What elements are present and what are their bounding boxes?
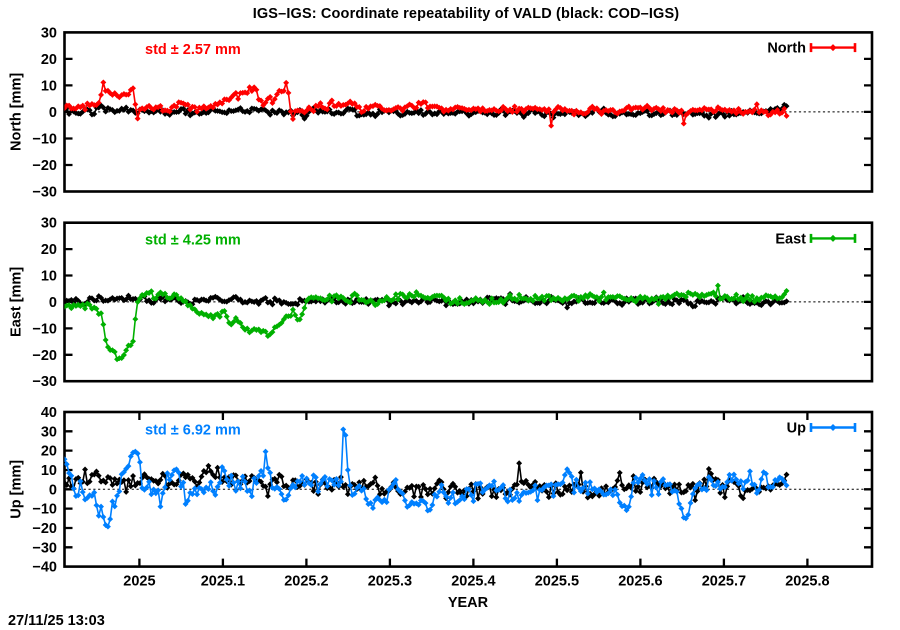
svg-text:2025.4: 2025.4	[451, 574, 495, 590]
svg-text:30: 30	[41, 25, 57, 41]
svg-text:27/11/25 13:03: 27/11/25 13:03	[8, 613, 105, 629]
svg-text:10: 10	[41, 269, 57, 285]
svg-text:−20: −20	[32, 521, 57, 537]
svg-text:East [mm]: East [mm]	[9, 267, 25, 337]
svg-text:2025.7: 2025.7	[702, 574, 746, 590]
svg-text:30: 30	[41, 216, 57, 232]
svg-text:0: 0	[49, 105, 57, 121]
svg-text:Up [mm]: Up [mm]	[9, 460, 25, 519]
svg-text:2025.5: 2025.5	[535, 574, 579, 590]
svg-text:2025.1: 2025.1	[201, 574, 245, 590]
svg-text:0: 0	[49, 295, 57, 311]
svg-text:std ± 2.57 mm: std ± 2.57 mm	[145, 42, 241, 58]
svg-text:North: North	[767, 41, 806, 57]
svg-text:IGS–IGS: Coordinate repeatabil: IGS–IGS: Coordinate repeatability of VAL…	[253, 6, 680, 22]
svg-text:−40: −40	[32, 560, 57, 576]
svg-text:20: 20	[41, 444, 57, 460]
svg-text:std ± 4.25 mm: std ± 4.25 mm	[145, 233, 241, 249]
svg-text:−30: −30	[32, 374, 57, 390]
svg-text:2025.2: 2025.2	[284, 574, 328, 590]
svg-text:−20: −20	[32, 348, 57, 364]
svg-text:20: 20	[41, 52, 57, 68]
svg-text:North [mm]: North [mm]	[9, 73, 25, 151]
svg-text:0: 0	[49, 482, 57, 498]
svg-text:10: 10	[41, 78, 57, 94]
svg-text:20: 20	[41, 242, 57, 258]
svg-text:−10: −10	[32, 502, 57, 518]
svg-text:−10: −10	[32, 321, 57, 337]
svg-text:−20: −20	[32, 158, 57, 174]
svg-text:2025.3: 2025.3	[368, 574, 412, 590]
svg-text:YEAR: YEAR	[448, 595, 489, 611]
svg-text:−10: −10	[32, 132, 57, 148]
svg-text:40: 40	[41, 405, 57, 421]
svg-text:30: 30	[41, 424, 57, 440]
svg-text:−30: −30	[32, 185, 57, 201]
svg-text:2025.6: 2025.6	[618, 574, 662, 590]
svg-text:2025.8: 2025.8	[785, 574, 829, 590]
svg-text:East: East	[775, 231, 806, 247]
svg-text:−30: −30	[32, 540, 57, 556]
svg-text:2025: 2025	[123, 574, 155, 590]
svg-text:10: 10	[41, 463, 57, 479]
svg-text:std ± 6.92 mm: std ± 6.92 mm	[145, 423, 241, 439]
svg-text:Up: Up	[787, 421, 806, 437]
